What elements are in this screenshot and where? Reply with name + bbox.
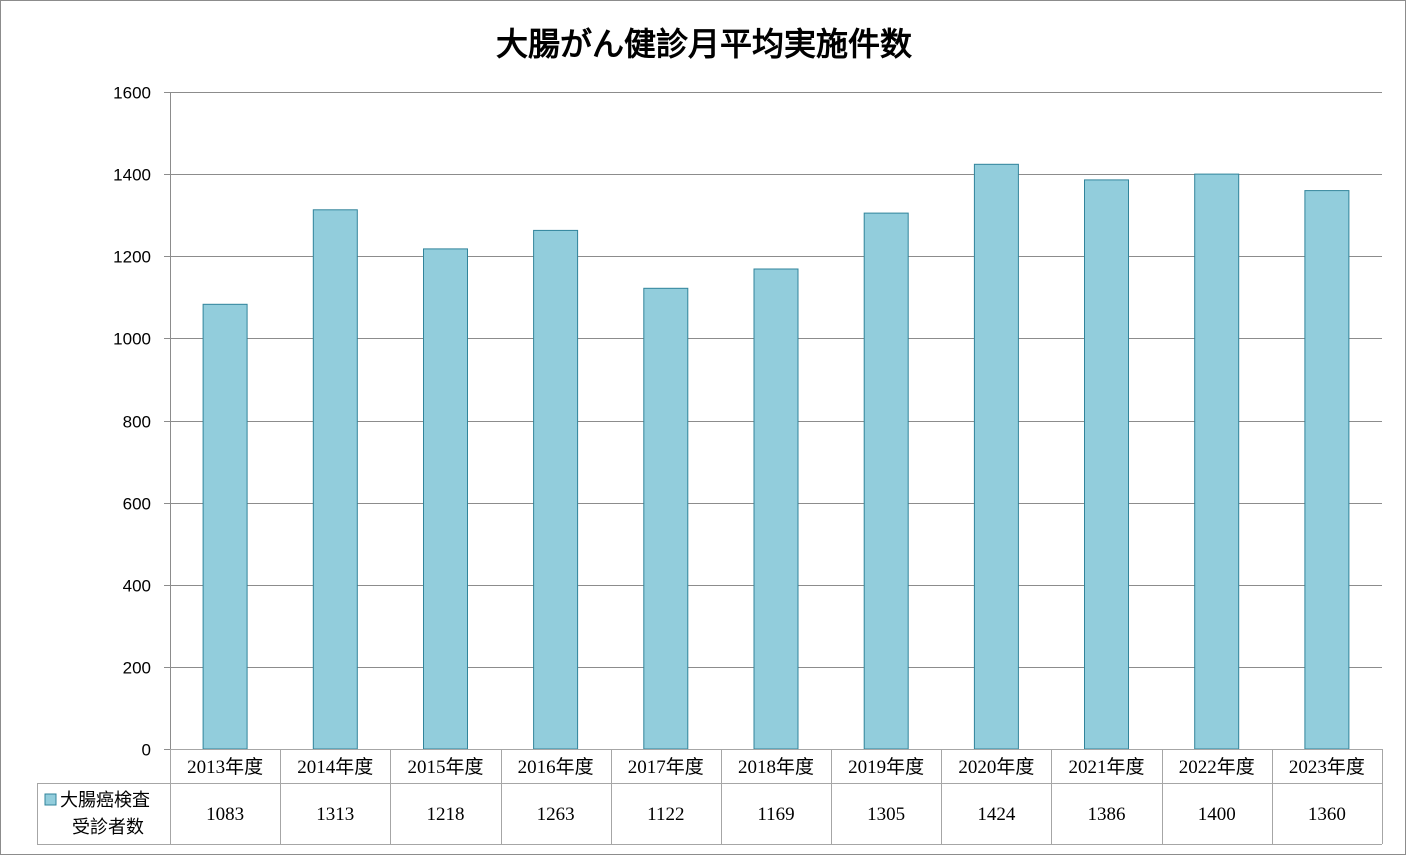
table-value-cell: 1218	[426, 804, 464, 825]
bar	[312, 209, 358, 750]
bar	[1194, 173, 1240, 750]
bar	[1084, 179, 1129, 750]
table-value-cell: 1313	[316, 804, 354, 825]
table-value-cell: 1386	[1088, 804, 1126, 825]
series-name-line-1: 大腸癌検査	[60, 790, 150, 811]
bar	[533, 229, 579, 750]
y-tick-label: 1200	[113, 248, 151, 267]
bar	[753, 268, 799, 750]
y-tick-label: 0	[142, 741, 151, 760]
y-tick-label: 1600	[113, 84, 151, 103]
y-tick-label: 200	[123, 659, 151, 678]
table-value-cell: 1083	[206, 804, 244, 825]
bar	[423, 248, 468, 750]
y-tick-label: 1400	[113, 166, 151, 185]
legend-swatch	[44, 793, 57, 806]
x-category-label: 2014年度	[297, 756, 373, 778]
table-value-cell: 1424	[977, 804, 1016, 825]
table-value-cell: 1263	[537, 804, 575, 825]
x-category-label: 2016年度	[518, 756, 594, 778]
table-value-cell: 1360	[1308, 804, 1346, 825]
y-tick-label: 1000	[113, 330, 151, 349]
table-value-cell: 1400	[1198, 804, 1236, 825]
y-tick-label: 400	[123, 577, 151, 596]
x-category-label: 2019年度	[848, 756, 924, 778]
bar	[973, 163, 1019, 750]
x-category-label: 2015年度	[407, 756, 483, 778]
chart-title: 大腸がん健診月平均実施件数	[496, 25, 913, 63]
data-table: 大腸癌検査 受診者数 2013年度 1083 2014年度 1313 2015年度 121…	[37, 749, 1383, 845]
x-category-label: 2013年度	[187, 756, 263, 778]
table-value-cell: 1169	[757, 804, 794, 825]
bar	[1304, 190, 1350, 750]
x-category-label: 2021年度	[1069, 756, 1145, 778]
bar	[863, 212, 909, 750]
x-category-label: 2022年度	[1179, 756, 1255, 778]
y-tick-label: 600	[123, 495, 151, 514]
table-value-cell: 1122	[647, 804, 684, 825]
x-category-label: 2020年度	[958, 756, 1034, 778]
series-name-line-2: 受診者数	[72, 817, 144, 838]
bar	[202, 303, 248, 750]
x-category-label: 2018年度	[738, 756, 814, 778]
y-axis: 0 200 400 600 800 1000 1200 1400 1600	[113, 84, 171, 760]
table-value-cell: 1305	[867, 804, 905, 825]
x-category-label: 2017年度	[628, 756, 704, 778]
bar	[643, 287, 689, 750]
x-category-label: 2023年度	[1289, 756, 1365, 778]
bars	[202, 163, 1350, 750]
y-tick-label: 800	[123, 413, 151, 432]
